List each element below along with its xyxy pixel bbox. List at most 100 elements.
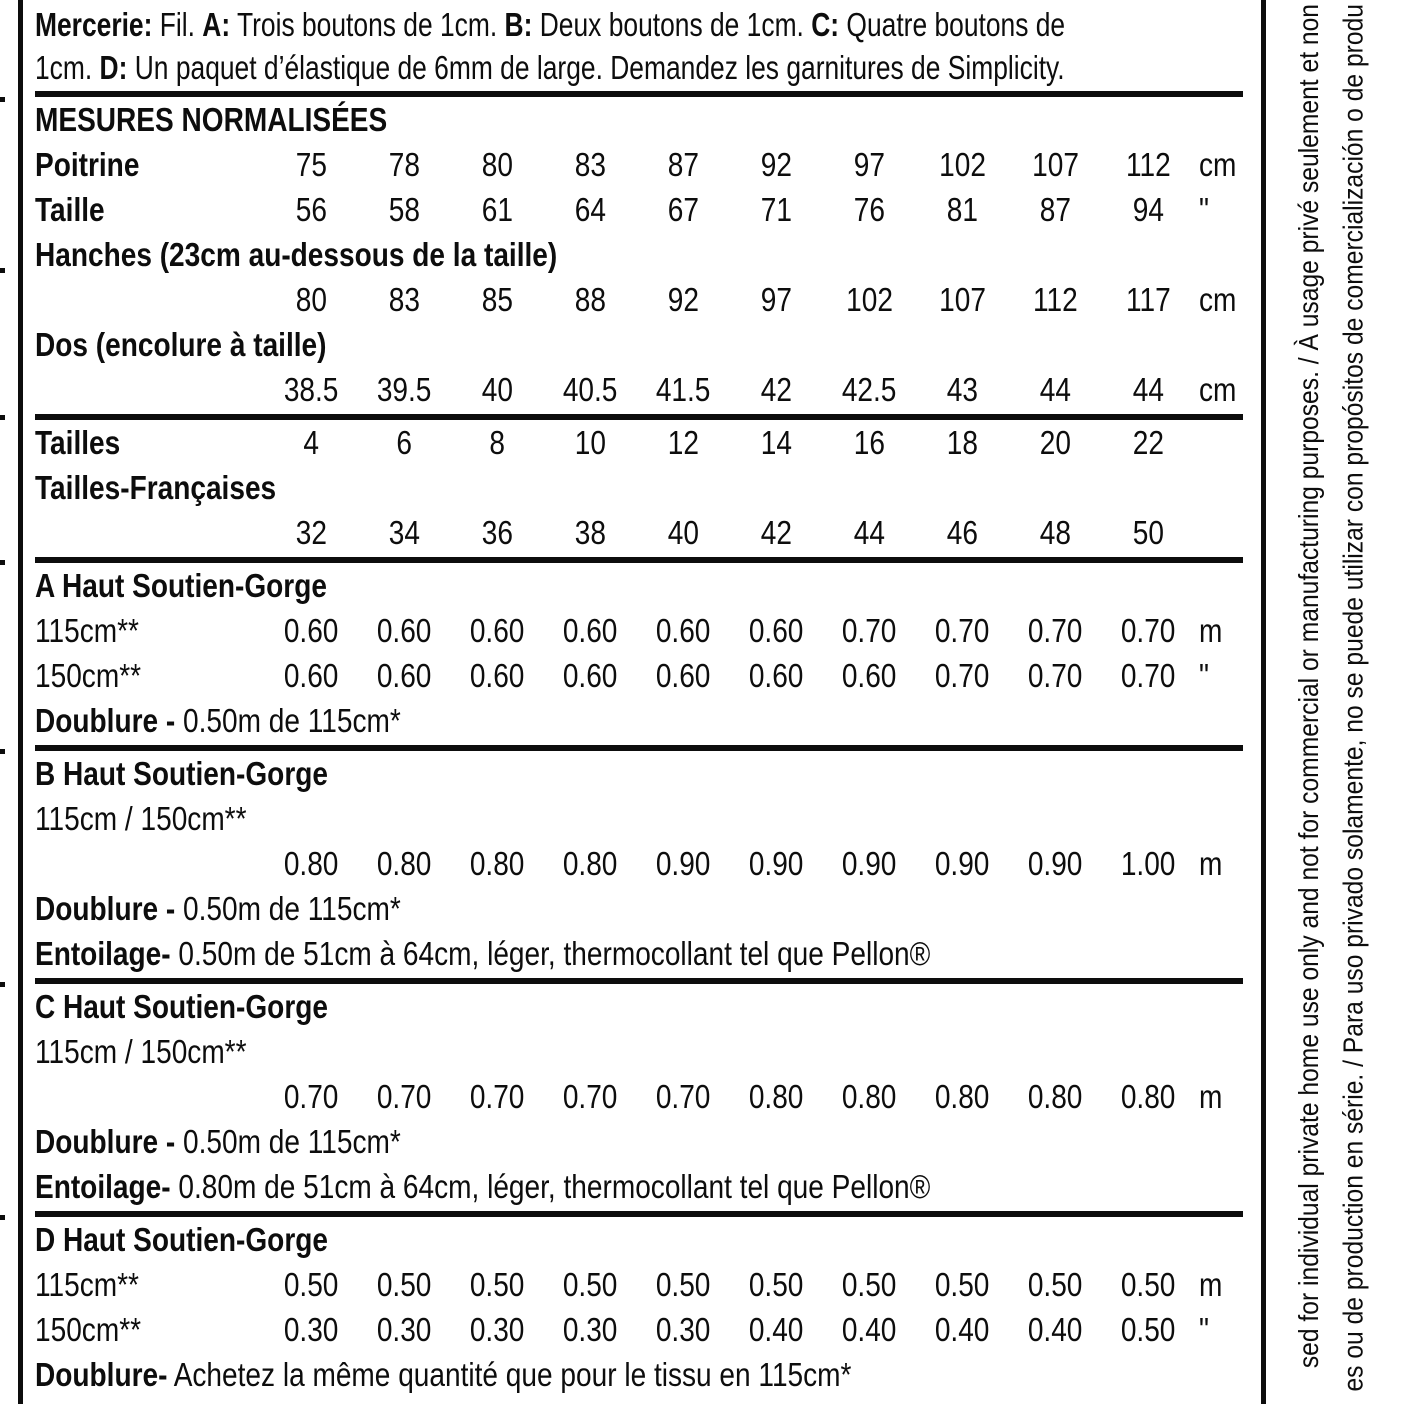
value-cell: 1.00: [1121, 844, 1176, 882]
value-cell: 0.50: [1028, 1265, 1083, 1303]
value-cell: 64: [574, 190, 607, 228]
value-cell: 0.80: [470, 844, 525, 882]
value-cell: 0.60: [377, 656, 432, 694]
value-cell: 0.80: [563, 844, 618, 882]
fabric-width-label: 150cm**: [35, 1310, 142, 1348]
value-cell: 42: [760, 370, 793, 408]
edge-mark: [0, 560, 5, 565]
value-cell: 83: [574, 145, 607, 183]
value-cell: 44: [1132, 370, 1165, 408]
value-cell: 18: [946, 423, 979, 461]
value-cell: 0.50: [935, 1265, 990, 1303]
table-row-tailles: Tailles 4 6 8 10 12 14 16 18 20 22: [35, 420, 1243, 465]
view-c-label: C:: [811, 6, 840, 43]
value-cell: 6: [396, 423, 413, 461]
table-row-a-115: 115cm** 0.60 0.60 0.60 0.60 0.60 0.60 0.70 0.70…: [35, 608, 1243, 653]
edge-mark: [0, 749, 5, 754]
unit-cell: cm: [1199, 280, 1237, 318]
value-cell: 87: [667, 145, 700, 183]
value-cell: 44: [1039, 370, 1072, 408]
value-cell: 0.60: [284, 656, 339, 694]
value-cell: 0.60: [284, 611, 339, 649]
vertical-usage-notice-line-1: sed for individual private home use only…: [1293, 4, 1324, 1369]
value-cell: 80: [295, 280, 328, 318]
unit-cell: m: [1199, 611, 1223, 649]
table-left-border: [18, 0, 23, 1404]
note-doublure-b: Doublure - 0.50m de 115cm*: [35, 890, 401, 927]
value-cell: 112: [1033, 280, 1078, 318]
note-doublure-d: Doublure- Achetez la même quantité que p…: [35, 1356, 852, 1393]
section-divider: [35, 91, 1243, 97]
value-cell: 94: [1132, 190, 1165, 228]
notions-heading: Mercerie:: [35, 6, 153, 43]
unit-cell: ": [1199, 1310, 1209, 1348]
section-c-title: C Haut Soutien-Gorge: [35, 988, 328, 1025]
edge-mark: [0, 268, 5, 273]
value-cell: 97: [853, 145, 886, 183]
value-cell: 0.50: [1121, 1310, 1176, 1348]
value-cell: 0.50: [377, 1265, 432, 1303]
value-cell: 0.80: [935, 1077, 990, 1115]
value-cell: 0.30: [656, 1310, 711, 1348]
note-doublure-c: Doublure - 0.50m de 115cm*: [35, 1123, 401, 1160]
value-cell: 0.70: [935, 656, 990, 694]
value-cell: 107: [939, 280, 986, 318]
value-cell: 0.90: [656, 844, 711, 882]
value-cell: 102: [846, 280, 893, 318]
value-cell: 85: [481, 280, 514, 318]
value-cell: 107: [1032, 145, 1079, 183]
value-cell: 34: [388, 513, 421, 551]
value-cell: 0.40: [1028, 1310, 1083, 1348]
value-cell: 0.70: [1028, 611, 1083, 649]
value-cell: 81: [946, 190, 979, 228]
value-cell: 0.60: [470, 656, 525, 694]
value-cell: 0.80: [1028, 1077, 1083, 1115]
value-cell: 46: [946, 513, 979, 551]
value-cell: 67: [667, 190, 700, 228]
value-cell: 71: [760, 190, 793, 228]
unit-cell: m: [1199, 844, 1223, 882]
value-cell: 112: [1126, 145, 1171, 183]
value-cell: 87: [1039, 190, 1072, 228]
value-cell: 0.50: [470, 1265, 525, 1303]
value-cell: 0.60: [377, 611, 432, 649]
value-cell: 56: [295, 190, 328, 228]
value-cell: 0.60: [842, 656, 897, 694]
table-row-tailles-francaises-values: 32 34 36 38 40 42 44 46 48 50: [35, 510, 1243, 555]
section-divider: [35, 745, 1243, 751]
value-cell: 0.80: [749, 1077, 804, 1115]
value-cell: 0.90: [1028, 844, 1083, 882]
value-cell: 0.60: [563, 611, 618, 649]
value-cell: 92: [667, 280, 700, 318]
section-divider: [35, 414, 1243, 420]
value-cell: 76: [853, 190, 886, 228]
table-row-tailles-francaises-label: Tailles-Françaises: [35, 469, 277, 506]
value-cell: 38.5: [284, 370, 339, 408]
value-cell: 40.5: [563, 370, 618, 408]
note-entoilage-b: Entoilage- 0.50m de 51cm à 64cm, léger, …: [35, 935, 931, 972]
table-row-c-values: 0.70 0.70 0.70 0.70 0.70 0.80 0.80 0.80 0.80 0.80…: [35, 1074, 1243, 1119]
value-cell: 75: [295, 145, 328, 183]
value-cell: 0.70: [656, 1077, 711, 1115]
value-cell: 0.50: [563, 1265, 618, 1303]
value-cell: 83: [388, 280, 421, 318]
notions-line-1: Mercerie: Fil. A: Trois boutons de 1cm. …: [35, 6, 1066, 43]
value-cell: 0.40: [749, 1310, 804, 1348]
unit-cell: ": [1199, 190, 1209, 228]
value-cell: 41.5: [656, 370, 711, 408]
value-cell: 44: [853, 513, 886, 551]
value-cell: 92: [760, 145, 793, 183]
value-cell: 0.50: [749, 1265, 804, 1303]
value-cell: 0.70: [470, 1077, 525, 1115]
value-cell: 38: [574, 513, 607, 551]
fabric-width-label-c: 115cm / 150cm**: [35, 1033, 247, 1070]
unit-cell: m: [1199, 1265, 1223, 1303]
value-cell: 0.60: [470, 611, 525, 649]
value-cell: 42: [760, 513, 793, 551]
table-row-d-115: 115cm** 0.50 0.50 0.50 0.50 0.50 0.50 0.50 0.50…: [35, 1262, 1243, 1307]
edge-mark: [0, 1215, 5, 1220]
table-row-hanches-values: 80 83 85 88 92 97 102 107 112 117 cm: [35, 277, 1243, 322]
value-cell: 0.90: [842, 844, 897, 882]
value-cell: 0.30: [470, 1310, 525, 1348]
note-entoilage-c: Entoilage- 0.80m de 51cm à 64cm, léger, …: [35, 1168, 931, 1205]
